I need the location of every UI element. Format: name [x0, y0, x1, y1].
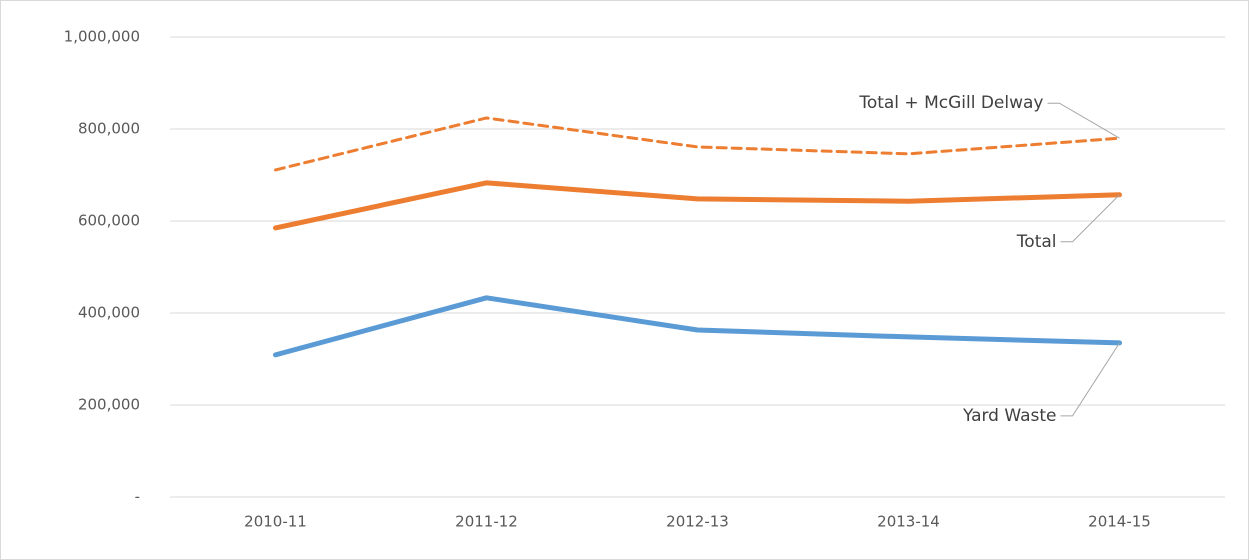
- line-series: [273, 295, 1122, 358]
- y-tick-label: 400,000: [78, 304, 140, 322]
- series-label: Yard Waste: [962, 406, 1056, 426]
- x-tick-label: 2012-13: [666, 513, 729, 531]
- series-label: Total: [1016, 232, 1057, 252]
- y-tick-label: 1,000,000: [64, 28, 140, 46]
- y-tick-label: -: [135, 488, 140, 506]
- label-leader: [1060, 194, 1120, 243]
- label-leader: [1047, 102, 1120, 139]
- x-tick-label: 2011-12: [455, 513, 518, 531]
- label-leader: [1060, 342, 1120, 417]
- x-tick-label: 2014-15: [1088, 513, 1151, 531]
- y-tick-label: 200,000: [78, 396, 140, 414]
- y-tick-label: 800,000: [78, 120, 140, 138]
- series-label: Total + McGill Delway: [858, 93, 1043, 113]
- line-series: [273, 180, 1122, 231]
- y-tick-label: 600,000: [78, 212, 140, 230]
- line-series: [274, 116, 1121, 172]
- x-tick-label: 2010-11: [244, 513, 307, 531]
- x-tick-label: 2013-14: [877, 513, 940, 531]
